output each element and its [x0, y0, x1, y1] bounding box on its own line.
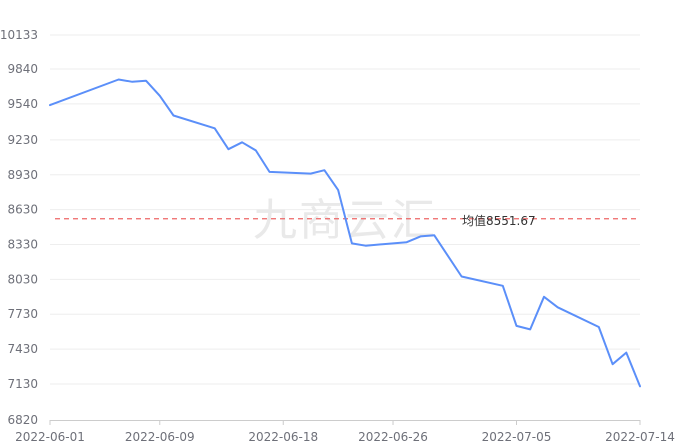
average-line-group: 均值8551.67	[55, 213, 640, 228]
grid-lines	[50, 34, 640, 385]
y-tick-label: 6820	[7, 413, 38, 427]
x-tick-label: 2022-06-26	[358, 430, 428, 444]
watermark: 九商云汇	[253, 195, 437, 246]
x-tick-label: 2022-07-05	[482, 430, 552, 444]
x-tick-label: 2022-06-09	[125, 430, 195, 444]
x-tick-label: 2022-06-01	[15, 430, 85, 444]
y-tick-label: 9840	[7, 62, 38, 76]
series-group	[49, 78, 641, 388]
y-tick-label: 8930	[7, 168, 38, 182]
y-tick-label: 9540	[7, 97, 38, 111]
x-tick-label: 2022-07-14	[605, 430, 675, 444]
x-tick-label: 2022-06-18	[248, 430, 318, 444]
y-tick-label: 9230	[7, 133, 38, 147]
y-tick-label: 7430	[7, 342, 38, 356]
y-tick-label: 8030	[7, 272, 38, 286]
y-tick-label: 10133	[0, 28, 38, 42]
y-tick-label: 7130	[7, 377, 38, 391]
average-label: 均值8551.67	[462, 213, 536, 228]
y-tick-label: 7730	[7, 307, 38, 321]
y-tick-label: 8330	[7, 238, 38, 252]
series-line	[49, 78, 641, 388]
y-tick-label: 8630	[7, 203, 38, 217]
axes: 6820 7130 7430 7730 8030 8330 8630 8930 9230 9540…	[0, 28, 675, 444]
